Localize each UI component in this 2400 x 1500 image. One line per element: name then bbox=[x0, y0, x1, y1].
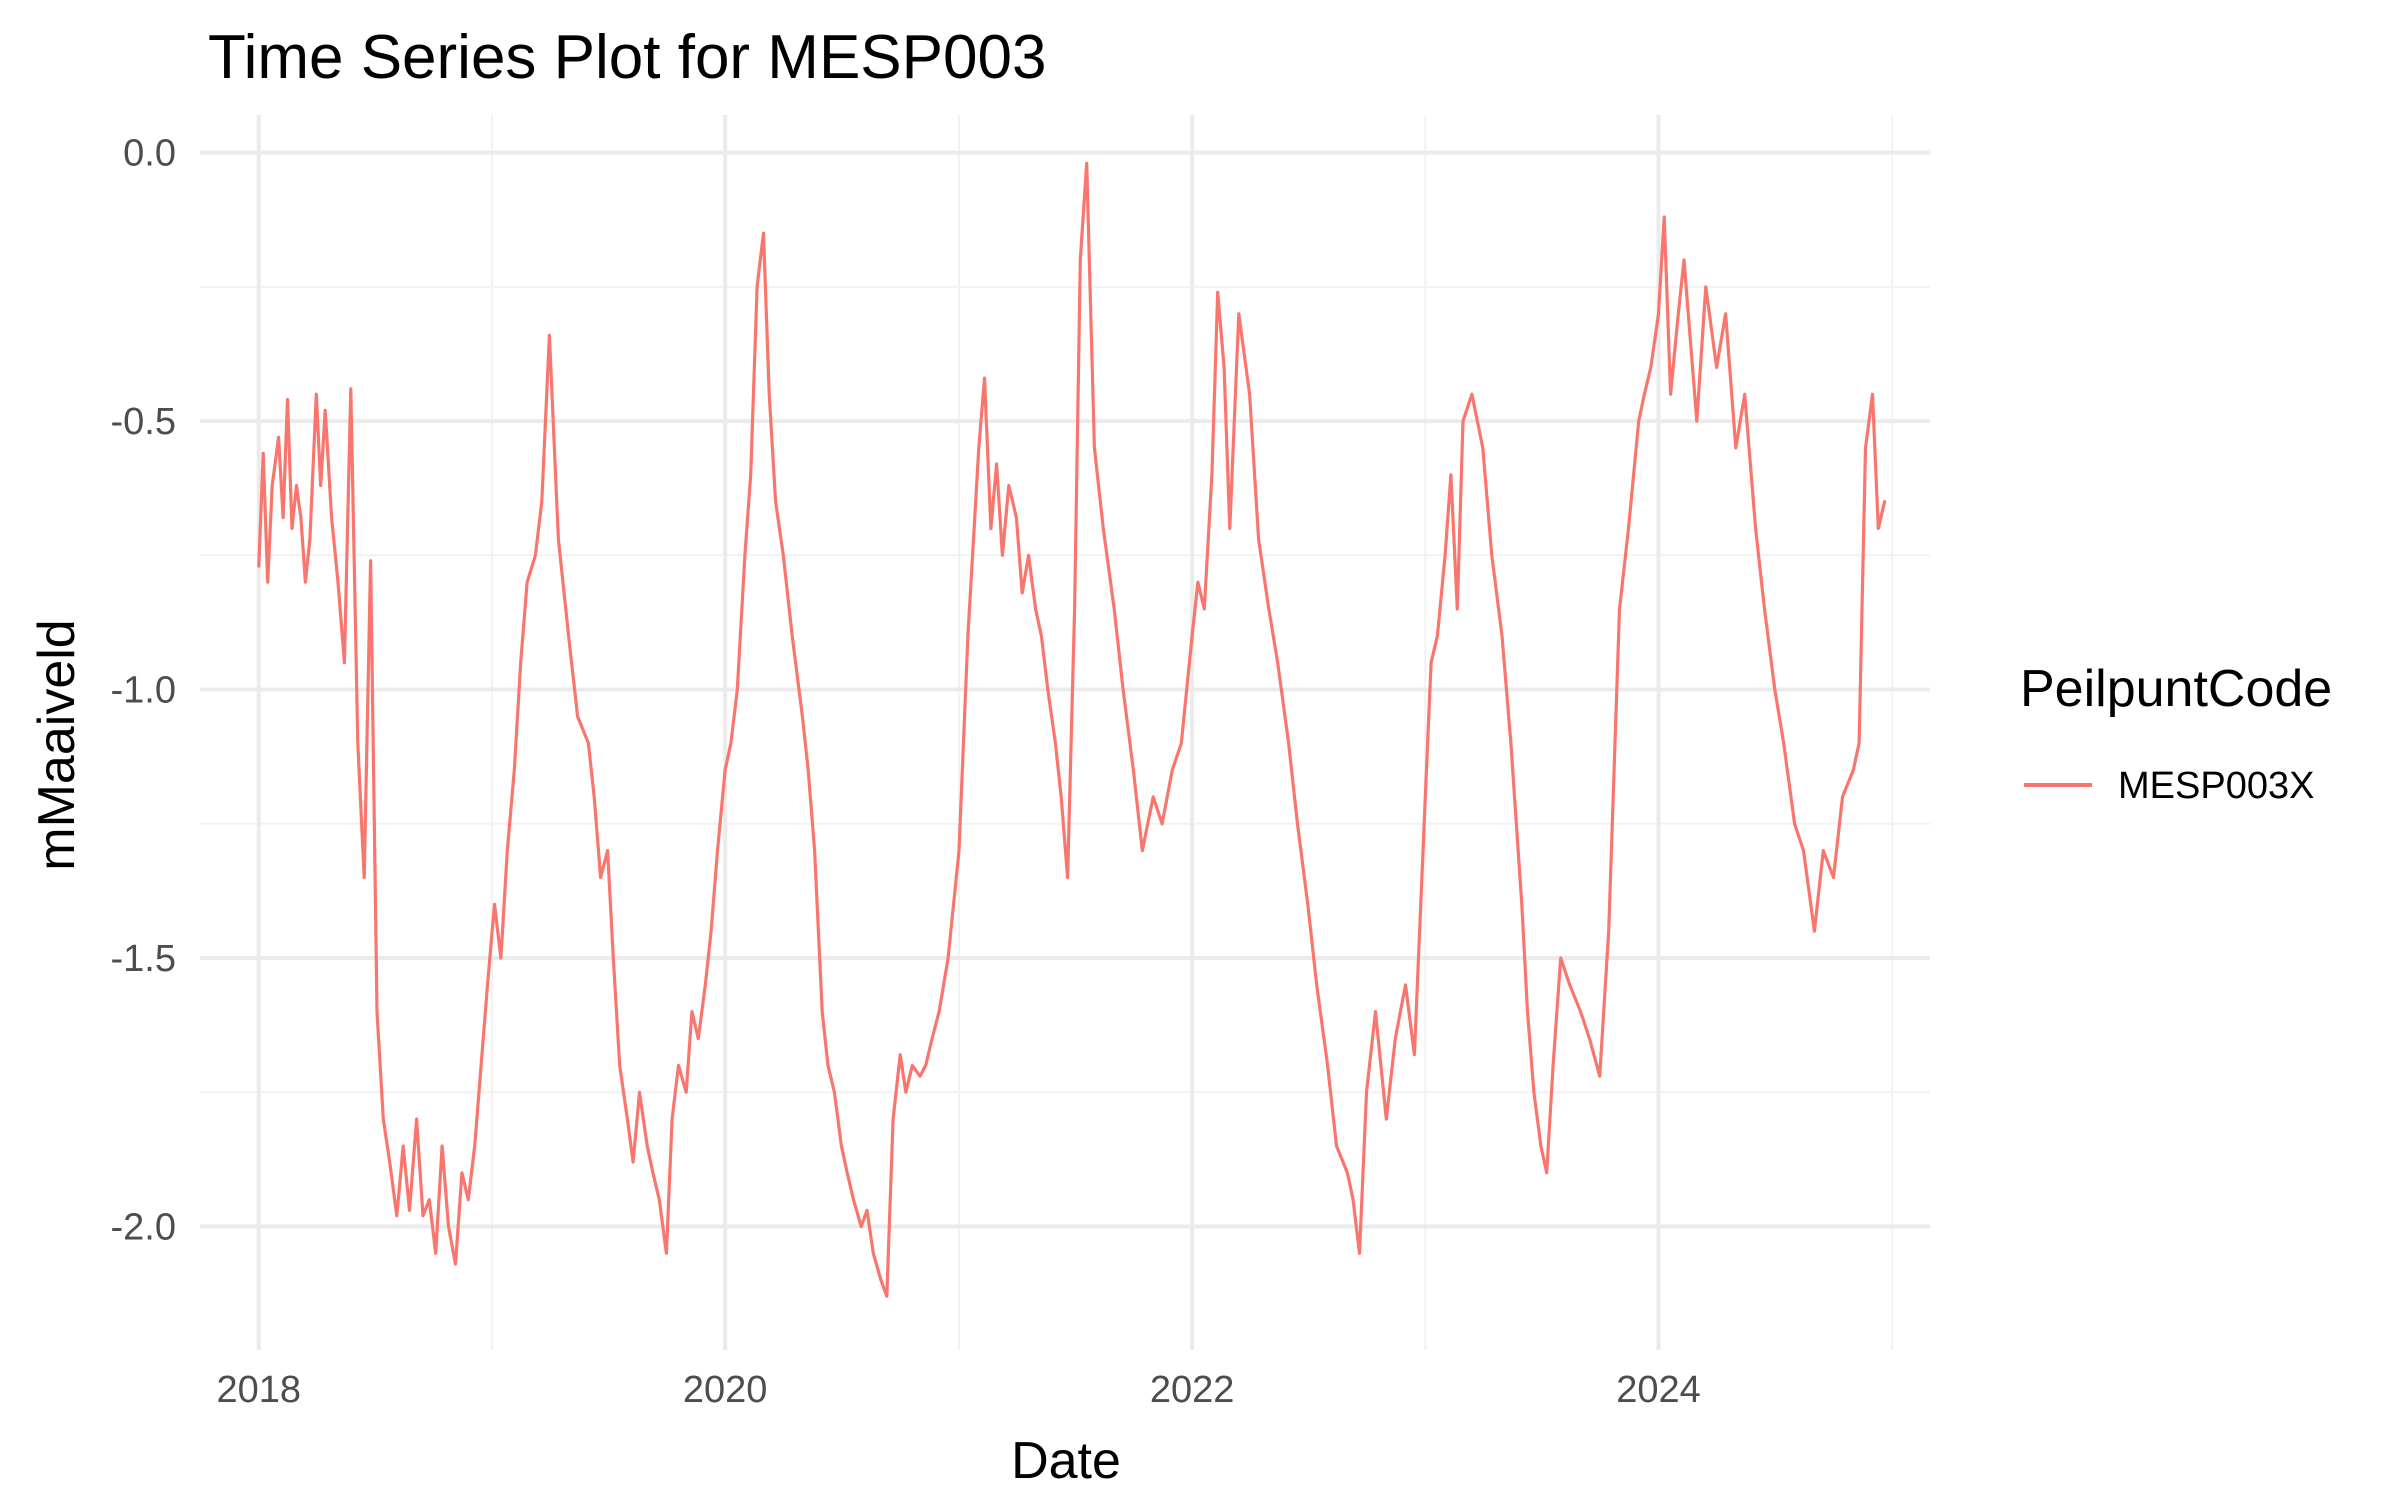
y-tick-label: -1.0 bbox=[111, 670, 176, 712]
chart-title: Time Series Plot for MESP003 bbox=[208, 23, 1046, 92]
y-tick-label: -0.5 bbox=[111, 401, 176, 443]
y-tick-label: 0.0 bbox=[123, 133, 176, 175]
y-axis-title: mMaaiveld bbox=[28, 619, 86, 870]
grid-major bbox=[200, 115, 1930, 1350]
series-line-mesp003x bbox=[257, 161, 1887, 1298]
y-tick-label: -1.5 bbox=[111, 938, 176, 980]
y-tick-labels: -2.0 -1.5 -1.0 -0.5 0.0 bbox=[111, 133, 176, 1249]
grid-minor bbox=[200, 115, 1930, 1350]
x-tick-label: 2024 bbox=[1616, 1369, 1701, 1411]
x-tick-label: 2018 bbox=[217, 1369, 302, 1411]
y-tick-label: -2.0 bbox=[111, 1207, 176, 1249]
x-tick-labels: 2018 2020 2022 2024 bbox=[217, 1369, 1701, 1411]
x-tick-label: 2020 bbox=[683, 1369, 768, 1411]
legend-title: PeilpuntCode bbox=[2020, 660, 2332, 718]
x-tick-label: 2022 bbox=[1150, 1369, 1235, 1411]
legend: PeilpuntCode MESP003X bbox=[2020, 660, 2332, 807]
legend-entry-label: MESP003X bbox=[2118, 765, 2314, 807]
x-axis-title: Date bbox=[1011, 1432, 1121, 1490]
series-layer bbox=[257, 161, 1887, 1298]
